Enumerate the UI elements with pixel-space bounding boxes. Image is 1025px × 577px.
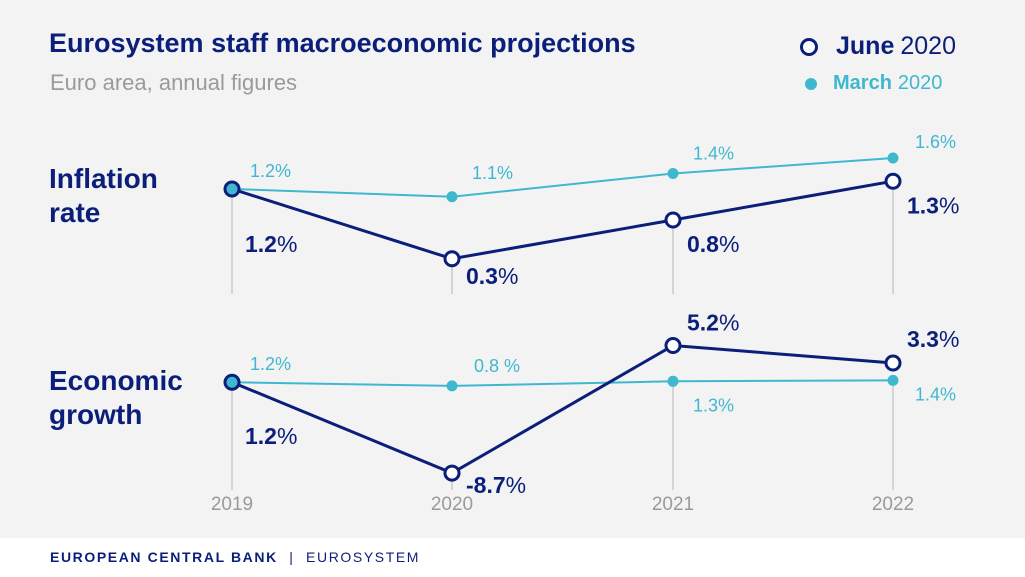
panel-label-growth: Economic growth	[49, 364, 183, 432]
data-label-june-growth-2020: -8.7%	[466, 472, 526, 498]
point-june-inflation-2022	[884, 172, 902, 190]
point-june-growth-2021	[664, 337, 682, 355]
panel-label-growth-line1: Economic	[49, 365, 183, 396]
data-label-march-inflation-2019: 1.2%	[250, 161, 291, 181]
data-label-june-inflation-2021: 0.8%	[687, 231, 739, 257]
data-label-june-inflation-2022: 1.3%	[907, 192, 959, 218]
chart-title: Eurosystem staff macroeconomic projectio…	[49, 28, 636, 58]
data-label-june-growth-2019: 1.2%	[245, 423, 297, 449]
footer-eurosystem: EUROSYSTEM	[306, 549, 421, 565]
data-label-march-inflation-2020: 1.1%	[472, 163, 513, 183]
data-label-march-inflation-2022: 1.6%	[915, 132, 956, 152]
data-label-june-inflation-2020: 0.3%	[466, 263, 518, 289]
point-june-inflation-2020	[443, 250, 461, 268]
point-june-inflation-2019	[223, 180, 241, 198]
footer-brand: EUROPEAN CENTRAL BANK | EUROSYSTEM	[50, 549, 420, 565]
data-label-march-growth-2021: 1.3%	[693, 395, 734, 415]
point-march-inflation-2021	[667, 168, 679, 179]
panel-label-inflation: Inflation rate	[49, 162, 158, 230]
point-march-growth-2020	[446, 380, 458, 392]
legend-june: June 2020	[800, 32, 956, 61]
legend-march-marker-icon	[805, 77, 817, 90]
series-line-march-inflation	[231, 157, 894, 198]
series-line-june-growth	[231, 343, 894, 475]
chart-subtitle: Euro area, annual figures	[50, 70, 298, 95]
x-tick-label-2019: 2019	[211, 494, 253, 515]
x-tick-label-2021: 2021	[652, 494, 694, 515]
point-june-growth-2022	[884, 354, 902, 372]
x-tick-label-2022: 2022	[872, 494, 914, 515]
point-march-inflation-2020	[446, 191, 458, 203]
footer-separator: |	[289, 549, 295, 565]
panel-label-inflation-line2: rate	[49, 197, 101, 228]
data-label-march-growth-2020: 0.8 %	[474, 356, 520, 376]
data-label-march-inflation-2021: 1.4%	[693, 144, 734, 164]
x-tick-label-2020: 2020	[431, 494, 473, 515]
point-march-growth-2022	[887, 374, 899, 386]
legend-june-marker-icon	[800, 37, 818, 56]
legend-june-label: June	[836, 32, 895, 60]
series-line-june-inflation	[231, 179, 894, 261]
point-march-growth-2021	[667, 375, 679, 387]
data-label-march-growth-2019: 1.2%	[250, 354, 291, 374]
data-label-june-growth-2022: 3.3%	[907, 326, 959, 352]
data-label-march-growth-2022: 1.4%	[915, 384, 956, 404]
point-march-inflation-2022	[887, 152, 899, 164]
legend-march-label: March	[833, 72, 892, 94]
footer-bank-name: EUROPEAN CENTRAL BANK	[50, 549, 278, 565]
data-label-june-inflation-2019: 1.2%	[245, 231, 297, 257]
legend-march-year: 2020	[897, 72, 943, 94]
legend-june-year: 2020	[900, 32, 956, 60]
series-line-march-growth	[231, 379, 894, 387]
footer-bar: EUROPEAN CENTRAL BANK | EUROSYSTEM	[0, 538, 1025, 577]
data-label-june-growth-2021: 5.2%	[687, 310, 739, 336]
legend-march: March 2020	[805, 72, 942, 95]
point-june-growth-2020	[443, 464, 461, 482]
point-june-inflation-2021	[664, 211, 682, 229]
panel-label-inflation-line1: Inflation	[49, 163, 158, 194]
point-june-growth-2019	[223, 373, 241, 391]
panel-label-growth-line2: growth	[49, 399, 143, 430]
